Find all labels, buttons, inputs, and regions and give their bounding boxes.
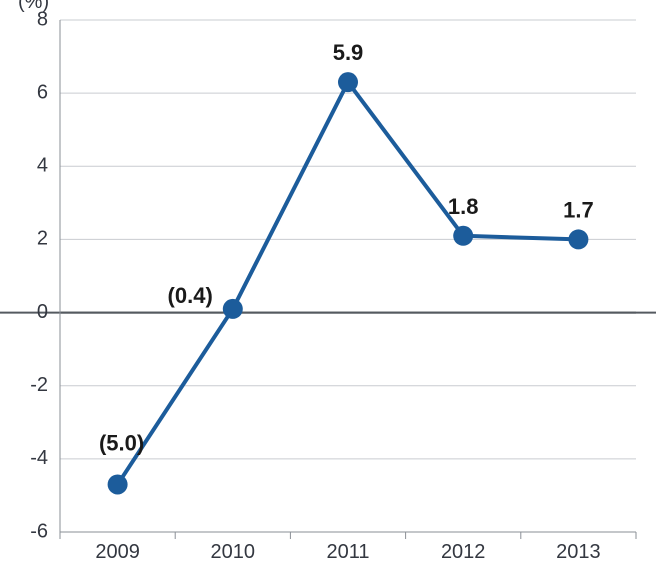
data-label: 5.9 xyxy=(333,40,364,65)
x-tick-label: 2013 xyxy=(556,541,601,563)
y-tick-label: 2 xyxy=(37,228,48,250)
y-tick-label: -4 xyxy=(30,447,48,469)
y-tick-label: 0 xyxy=(37,301,48,323)
series-marker xyxy=(108,474,128,494)
y-tick-label: 4 xyxy=(37,155,48,177)
data-label: 1.7 xyxy=(563,197,594,222)
data-label: (0.4) xyxy=(168,283,213,308)
y-tick-label: 6 xyxy=(37,81,48,103)
series-marker xyxy=(453,226,473,246)
x-tick-label: 2009 xyxy=(95,541,140,563)
series-marker xyxy=(568,229,588,249)
line-chart: -6-4-202468(%)20092010201120122013(5.0)(… xyxy=(0,0,656,577)
x-tick-label: 2012 xyxy=(441,541,486,563)
y-tick-label: -6 xyxy=(30,520,48,542)
x-tick-label: 2011 xyxy=(326,541,369,563)
data-label: (5.0) xyxy=(99,430,144,455)
y-tick-label: -2 xyxy=(30,374,48,396)
chart-background xyxy=(0,0,656,572)
x-tick-label: 2010 xyxy=(211,541,256,563)
data-label: 1.8 xyxy=(448,194,479,219)
chart-canvas: -6-4-202468(%)20092010201120122013(5.0)(… xyxy=(0,0,656,572)
series-marker xyxy=(223,299,243,319)
series-marker xyxy=(338,72,358,92)
y-axis-unit-label: (%) xyxy=(18,0,49,13)
